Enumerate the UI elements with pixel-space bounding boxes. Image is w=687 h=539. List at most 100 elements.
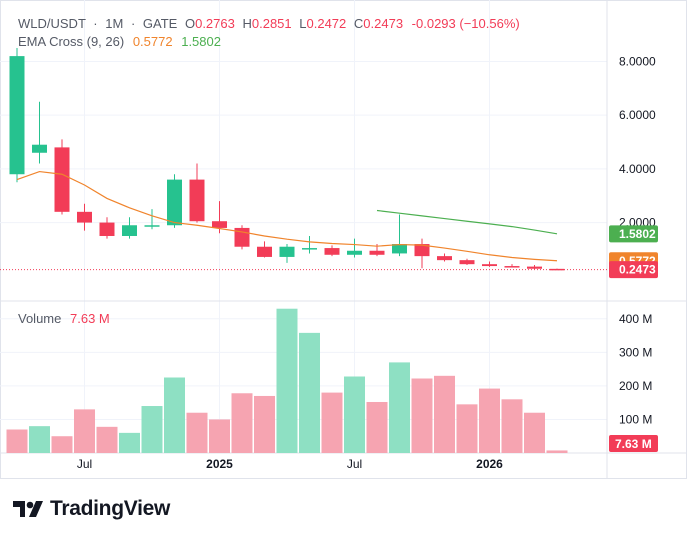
candle-body — [32, 144, 47, 153]
candle-body — [189, 179, 205, 222]
volume-bar — [299, 332, 320, 453]
symbol-legend[interactable]: WLD/USDT · 1M · GATE O0.2763 H0.2851 L0.… — [18, 16, 520, 31]
time-tick-label: Jul — [347, 457, 362, 471]
volume-bar — [231, 393, 253, 453]
close-value: 0.2473 — [363, 16, 403, 31]
ema-fast-line — [16, 170, 558, 262]
volume-series — [6, 308, 568, 453]
price-tick-label: 8.0000 — [619, 54, 656, 68]
volume-bar — [51, 436, 73, 453]
tradingview-logo[interactable]: TradingView — [12, 497, 170, 521]
volume-legend-label: Volume — [18, 311, 61, 326]
slow-ema-badge: 1.5802 — [609, 225, 658, 243]
time-axis[interactable]: Jul 2025 Jul 2026 — [77, 457, 503, 471]
candle-body — [347, 250, 362, 255]
volume-bar — [434, 375, 455, 453]
volume-bar — [164, 377, 185, 453]
candle-body — [167, 179, 182, 226]
volume-tick-label: 200 M — [619, 379, 652, 393]
open-label: O — [185, 16, 195, 31]
volume-bar — [6, 429, 28, 453]
time-tick-label: 2026 — [476, 457, 503, 471]
price-tick-label: 4.0000 — [619, 162, 656, 176]
time-tick-label: 2025 — [206, 457, 233, 471]
volume-bar — [456, 404, 478, 453]
chart-frame — [0, 0, 687, 479]
candle-body — [279, 246, 295, 257]
candle-body — [549, 268, 565, 271]
candle-body — [414, 244, 430, 257]
volume-bar — [344, 376, 365, 453]
candles-series — [9, 48, 565, 271]
candle-body — [77, 211, 92, 223]
candle-body — [369, 250, 385, 255]
candle-body — [459, 260, 475, 265]
volume-axis: 100 M 200 M 300 M 400 M — [619, 312, 652, 427]
candle-body — [144, 225, 160, 227]
legend-separator: · — [93, 16, 97, 31]
volume-badge: 7.63 M — [609, 435, 658, 452]
last-price-badge: 0.2473 — [609, 261, 658, 279]
candle-body — [122, 225, 137, 236]
volume-bar — [186, 412, 208, 453]
volume-tick-label: 400 M — [619, 312, 652, 326]
volume-bar — [411, 378, 433, 453]
price-tick-label: 6.0000 — [619, 108, 656, 122]
tradingview-wordmark: TradingView — [50, 497, 171, 520]
volume-bar — [96, 426, 118, 453]
time-tick-label: Jul — [77, 457, 92, 471]
interval-label: 1M — [105, 16, 123, 31]
volume-bar — [254, 395, 275, 453]
high-value: 0.2851 — [252, 16, 292, 31]
candle-body — [54, 147, 70, 212]
candle-body — [257, 246, 272, 257]
volume-bar — [546, 450, 568, 453]
volume-bar — [141, 406, 163, 453]
candle-body — [527, 266, 542, 269]
indicator-name: EMA Cross (9, 26) — [18, 34, 124, 49]
candle-body — [212, 221, 227, 228]
volume-bar — [479, 388, 500, 453]
candle-body — [392, 244, 407, 254]
volume-tick-label: 300 M — [619, 345, 652, 359]
volume-bar — [276, 308, 298, 453]
volume-bar — [74, 409, 95, 453]
slow-ema-badge-text: 1.5802 — [619, 227, 656, 241]
indicator-fast-value: 0.5772 — [133, 34, 173, 49]
volume-bar — [389, 362, 410, 453]
open-value: 0.2763 — [195, 16, 235, 31]
low-value: 0.2472 — [307, 16, 347, 31]
volume-badge-text: 7.63 M — [615, 437, 652, 451]
close-label: C — [354, 16, 363, 31]
volume-bar — [366, 401, 388, 453]
candle-body — [302, 248, 317, 250]
volume-bar — [321, 392, 343, 453]
exchange-label: GATE — [143, 16, 178, 31]
volume-bar — [524, 412, 545, 453]
volume-legend-value: 7.63 M — [70, 311, 110, 326]
volume-bar — [119, 432, 140, 453]
candle-body — [504, 266, 520, 268]
volume-bar — [501, 399, 523, 453]
volume-bar — [29, 426, 50, 453]
indicator-legend[interactable]: EMA Cross (9, 26) 0.5772 1.5802 — [18, 34, 221, 49]
high-label: H — [242, 16, 251, 31]
symbol-name: WLD/USDT — [18, 16, 86, 31]
candle-body — [9, 56, 25, 175]
last-price-badge-text: 0.2473 — [619, 263, 656, 277]
tradingview-logo-icon — [13, 501, 43, 517]
volume-bar — [209, 419, 230, 453]
ema-slow-line — [376, 209, 558, 235]
low-label: L — [299, 16, 306, 31]
indicator-slow-value: 1.5802 — [181, 34, 221, 49]
change-value: -0.0293 (−10.56%) — [412, 16, 520, 31]
volume-legend[interactable]: Volume 7.63 M — [18, 311, 110, 326]
legend-separator: · — [131, 16, 135, 31]
candle-body — [482, 264, 497, 267]
volume-tick-label: 100 M — [619, 412, 652, 426]
candle-body — [437, 256, 452, 261]
candle-body — [324, 248, 340, 255]
candle-body — [99, 222, 115, 236]
